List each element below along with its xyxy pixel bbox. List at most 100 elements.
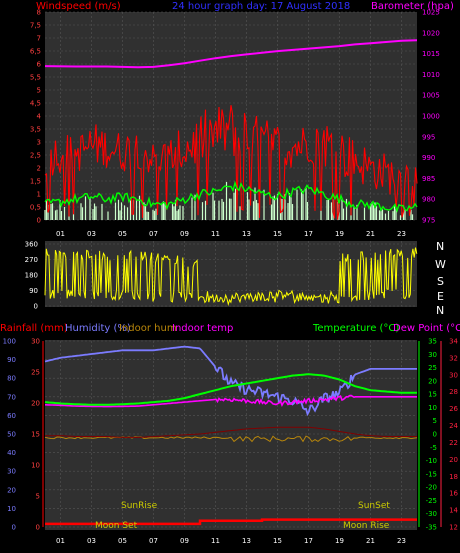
- humidity-tick-label: 80: [7, 375, 16, 383]
- barometer-tick-label: 990: [422, 154, 435, 162]
- temperature-tick-label: 35: [428, 338, 437, 346]
- humidity-x-tick-label: 03: [87, 537, 96, 545]
- barometer-axis-title: Barometer (hpa): [371, 1, 454, 12]
- humidity-tick-label: 40: [7, 449, 16, 457]
- wind-x-tick-label: 15: [273, 230, 282, 238]
- wind-tick-label: 3: [37, 139, 41, 147]
- avg-wind-line: [44, 180, 418, 214]
- temperature-tick-label: 20: [428, 377, 437, 385]
- rain-tick-label: 5: [36, 493, 40, 501]
- compass-n-bottom: N: [436, 304, 444, 317]
- humidity-x-tick-label: 13: [242, 537, 251, 545]
- indoor-temp-tick-label: 32: [449, 354, 458, 362]
- humidity-x-tick-label: 21: [366, 537, 375, 545]
- wind-direction-line: [44, 247, 418, 307]
- barometer-tick-label: 1000: [422, 113, 440, 121]
- direction-tick-label: 180: [25, 272, 38, 280]
- barometer-tick-label: 1005: [422, 92, 440, 100]
- humidity-x-tick-label: 09: [180, 537, 189, 545]
- humidity-x-tick-label: 17: [304, 537, 313, 545]
- humidity-x-tick-label: 01: [56, 537, 65, 545]
- wind-x-tick-label: 17: [304, 230, 313, 238]
- wind-tick-label: 3,5: [30, 126, 41, 134]
- wind-x-tick-label: 13: [242, 230, 251, 238]
- humidity-tick-label: 50: [7, 431, 16, 439]
- moonrise-label: Moon Rise: [343, 521, 390, 531]
- sunrise-label: SunRise: [121, 501, 158, 511]
- humidity-tick-label: 0: [12, 524, 16, 532]
- rain-tick-label: 25: [31, 369, 40, 377]
- rain-tick-label: 20: [31, 400, 40, 408]
- humidity-tick-label: 30: [7, 468, 16, 476]
- indoor-temp-tick-label: 12: [449, 524, 458, 532]
- windspeed-line: [44, 105, 418, 220]
- date-title: 24 hour graph day: 17 August 2018: [172, 1, 350, 12]
- windspeed-axis-title: Windspeed (m/s): [36, 1, 121, 12]
- rain-tick-label: 0: [36, 524, 40, 532]
- rainfall-axis-title: Rainfall (mm): [0, 323, 68, 334]
- wind-x-tick-label: 03: [87, 230, 96, 238]
- temperature-tick-label: -35: [426, 524, 437, 532]
- direction-tick-label: 0: [34, 303, 38, 311]
- wind-tick-label: 7,5: [30, 22, 41, 30]
- barometer-line: [44, 39, 418, 69]
- direction-tick-label: 360: [25, 241, 38, 249]
- indoor-temp-line: [45, 426, 417, 438]
- wind-tick-label: 4,5: [30, 100, 41, 108]
- wind-tick-label: 6,5: [30, 48, 41, 56]
- barometer-tick-label: 985: [422, 175, 435, 183]
- humidity-tick-label: 100: [3, 338, 16, 346]
- temperature-tick-label: 15: [428, 391, 437, 399]
- sunset-label: SunSet: [358, 501, 390, 511]
- humidity-axis-title: Humidity (%): [65, 323, 131, 334]
- wind-tick-label: 8: [37, 9, 41, 17]
- compass-w: W: [435, 258, 446, 271]
- humidity-x-tick-label: 11: [211, 537, 220, 545]
- wind-tick-label: 0,5: [30, 204, 41, 212]
- wind-tick-label: 7: [37, 35, 41, 43]
- dewpoint-axis-title: Dew Point (°C): [393, 323, 460, 334]
- wind-x-tick-label: 07: [149, 230, 158, 238]
- compass-e: E: [437, 290, 444, 303]
- compass-s: S: [437, 275, 444, 288]
- indoor-temp-tick-label: 14: [449, 507, 458, 515]
- direction-tick-label: 90: [29, 287, 38, 295]
- temperature-tick-label: 30: [428, 351, 437, 359]
- indoor-temp-tick-label: 34: [449, 338, 458, 346]
- temperature-tick-label: -30: [426, 510, 437, 518]
- barometer-tick-label: 980: [422, 196, 435, 204]
- direction-tick-label: 270: [25, 256, 38, 264]
- barometer-tick-label: 1025: [422, 9, 440, 17]
- indoor-hum-axis-title: Indoor hum: [119, 323, 177, 334]
- rain-tick-label: 15: [31, 431, 40, 439]
- humidity-x-tick-label: 15: [273, 537, 282, 545]
- temperature-tick-label: 0: [433, 431, 437, 439]
- wind-tick-label: 4: [37, 113, 42, 121]
- wind-tick-label: 2: [37, 165, 41, 173]
- humidity-tick-label: 90: [7, 356, 16, 364]
- wind-x-tick-label: 01: [56, 230, 65, 238]
- wind-x-tick-label: 11: [211, 230, 220, 238]
- humidity-tick-label: 20: [7, 486, 16, 494]
- moonset-label: Moon Set: [95, 521, 138, 531]
- barometer-tick-label: 975: [422, 217, 435, 225]
- barometer-tick-label: 1015: [422, 50, 440, 58]
- rain-tick-label: 10: [31, 462, 40, 470]
- barometer-tick-label: 1010: [422, 71, 440, 79]
- wind-x-tick-label: 19: [335, 230, 344, 238]
- rain-tick-label: 30: [31, 338, 40, 346]
- wind-tick-label: 1: [37, 191, 41, 199]
- indoor-temp-tick-label: 18: [449, 473, 458, 481]
- wind-tick-label: 5,5: [30, 74, 41, 82]
- dewpoint-line: [45, 394, 417, 408]
- wind-tick-label: 5: [37, 87, 41, 95]
- temperature-tick-label: -20: [426, 484, 437, 492]
- temperature-tick-label: 25: [428, 364, 437, 372]
- temperature-tick-label: 5: [433, 417, 437, 425]
- temperature-line: [44, 373, 417, 406]
- indoor-temp-tick-label: 20: [449, 456, 458, 464]
- humidity-x-tick-label: 19: [335, 537, 344, 545]
- indoor-temp-tick-label: 26: [449, 405, 458, 413]
- indoor-temp-tick-label: 24: [449, 422, 458, 430]
- wind-tick-label: 2,5: [30, 152, 41, 160]
